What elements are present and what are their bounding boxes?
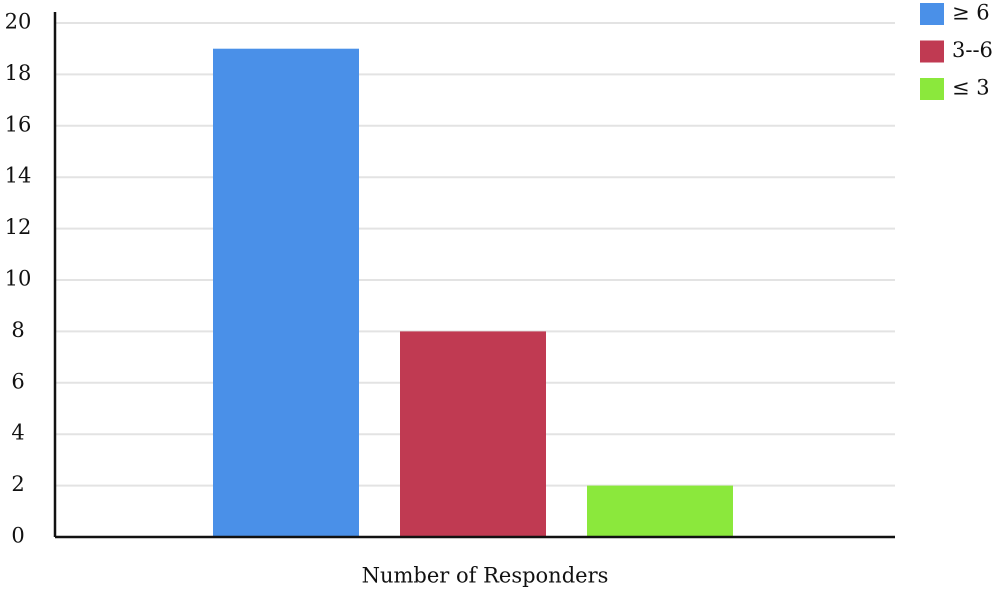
y-tick-label: 14: [5, 164, 32, 188]
y-tick-label: 18: [5, 61, 32, 85]
legend-label: 3--6: [952, 38, 993, 62]
legend-label: ≤ 3: [952, 76, 990, 100]
y-tick-label: 4: [11, 421, 24, 445]
bar: [213, 48, 359, 537]
y-tick-label: 12: [5, 215, 32, 239]
legend-swatch: [920, 3, 944, 25]
y-tick-label: 16: [5, 112, 32, 136]
y-tick-label: 8: [11, 318, 24, 342]
y-tick-label: 2: [11, 472, 24, 496]
bar: [400, 331, 546, 537]
x-tick-label: Number of Responders: [362, 564, 609, 588]
bar: [587, 485, 733, 537]
legend-swatch: [920, 78, 944, 100]
legend-swatch: [920, 40, 944, 63]
y-tick-label: 0: [11, 524, 24, 548]
legend-label: ≥ 6: [952, 1, 990, 25]
y-tick-label: 20: [5, 10, 32, 34]
y-tick-label: 6: [11, 369, 24, 393]
y-tick-label: 10: [5, 267, 32, 291]
